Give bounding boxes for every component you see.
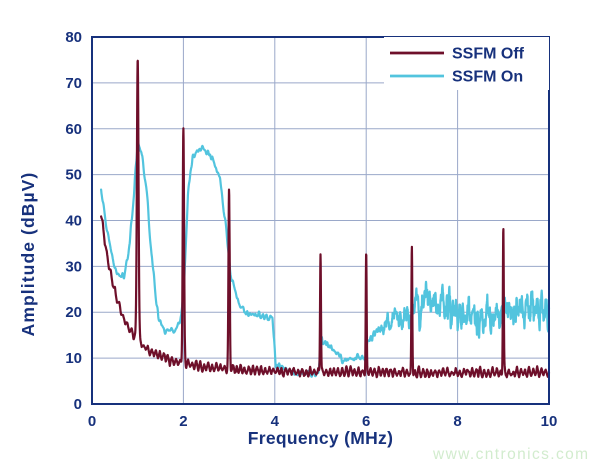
svg-text:0: 0	[74, 396, 82, 413]
svg-text:70: 70	[65, 75, 82, 92]
svg-text:SSFM On: SSFM On	[452, 69, 523, 86]
svg-text:60: 60	[65, 121, 82, 138]
svg-text:80: 80	[65, 29, 82, 46]
svg-text:40: 40	[65, 213, 82, 230]
svg-text:SSFM Off: SSFM Off	[452, 46, 525, 63]
svg-text:10: 10	[65, 350, 82, 367]
svg-text:50: 50	[65, 167, 82, 184]
svg-text:30: 30	[65, 258, 82, 275]
svg-text:20: 20	[65, 304, 82, 321]
